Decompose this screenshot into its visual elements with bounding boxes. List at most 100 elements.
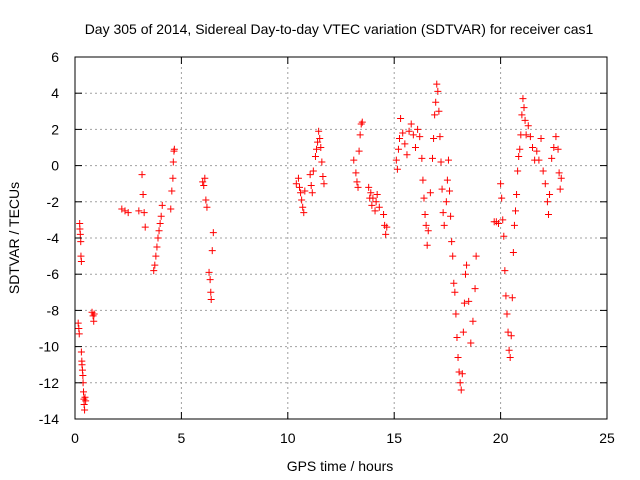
data-point: [458, 370, 466, 378]
data-point: [393, 165, 401, 173]
axis-ticks: 0 5 10 15 20 25 -14 -12 -10 -8 -6 -4 -2 0 2 4 6: [39, 49, 615, 446]
data-point: [463, 261, 471, 269]
data-point: [504, 328, 512, 336]
data-point: [118, 205, 126, 213]
data-point: [420, 194, 428, 202]
data-point: [503, 310, 511, 318]
x-tick-label: 20: [493, 430, 509, 446]
data-point: [435, 107, 443, 115]
data-point: [397, 115, 405, 123]
data-point: [515, 153, 523, 161]
data-point: [555, 169, 563, 177]
data-point: [431, 111, 439, 119]
data-point: [516, 145, 524, 153]
data-point: [200, 182, 208, 190]
data-point: [557, 174, 565, 182]
data-point: [124, 209, 132, 217]
data-point: [450, 279, 458, 287]
data-point: [459, 328, 467, 336]
y-tick-label: -14: [39, 411, 59, 427]
data-point: [311, 153, 319, 161]
data-point: [519, 95, 527, 103]
data-point: [308, 189, 316, 197]
data-point: [414, 125, 422, 133]
data-point: [356, 131, 364, 139]
data-point: [465, 297, 473, 305]
y-tick-label: -10: [39, 339, 59, 355]
data-point: [157, 212, 165, 220]
data-point: [154, 234, 162, 242]
data-point: [316, 134, 324, 142]
data-point: [556, 185, 564, 193]
data-point: [522, 131, 530, 139]
data-point: [510, 221, 518, 229]
data-point: [168, 187, 176, 195]
data-point: [467, 339, 475, 347]
y-tick-label: 2: [51, 121, 59, 137]
data-point: [442, 198, 450, 206]
data-point: [506, 353, 514, 361]
data-point: [353, 178, 361, 186]
data-point: [350, 156, 358, 164]
data-point: [500, 232, 508, 240]
data-point: [205, 268, 213, 276]
data-point: [426, 189, 434, 197]
data-point: [419, 176, 427, 184]
data-point: [494, 220, 502, 228]
data-point: [369, 194, 377, 202]
y-tick-label: -4: [47, 230, 60, 246]
data-point: [306, 171, 314, 179]
data-point: [368, 201, 376, 209]
data-point: [518, 111, 526, 119]
data-point: [354, 183, 362, 191]
x-tick-label: 10: [280, 430, 296, 446]
data-point: [508, 294, 516, 302]
data-point: [150, 267, 158, 275]
data-point: [453, 334, 461, 342]
data-point: [396, 134, 404, 142]
data-point: [437, 158, 445, 166]
y-tick-label: 4: [51, 85, 59, 101]
data-point: [141, 223, 149, 231]
data-point: [507, 332, 515, 340]
data-point: [432, 98, 440, 106]
data-point: [203, 203, 211, 211]
data-point: [409, 131, 417, 139]
x-tick-label: 25: [599, 430, 615, 446]
data-point: [77, 348, 85, 356]
data-point: [394, 145, 402, 153]
data-point: [320, 180, 328, 188]
data-point: [207, 288, 215, 296]
data-point: [552, 133, 560, 141]
data-point: [167, 205, 175, 213]
chart-title: Day 305 of 2014, Sidereal Day-to-day VTE…: [85, 21, 594, 37]
data-point: [533, 147, 541, 155]
data-point: [454, 353, 462, 361]
data-point: [82, 397, 90, 405]
data-point: [81, 406, 89, 414]
data-point: [158, 201, 166, 209]
data-point: [434, 87, 442, 95]
data-point: [546, 191, 554, 199]
data-point: [139, 191, 147, 199]
y-tick-label: -6: [47, 266, 60, 282]
data-point: [208, 247, 216, 255]
grid: [75, 57, 607, 419]
data-point: [451, 288, 459, 296]
data-point: [80, 388, 88, 396]
data-point: [403, 151, 411, 159]
data-point: [444, 156, 452, 164]
data-point: [416, 133, 424, 141]
data-point: [422, 221, 430, 229]
data-point: [439, 209, 447, 217]
data-point: [469, 317, 477, 325]
data-point: [544, 210, 552, 218]
data-point: [505, 346, 513, 354]
x-tick-label: 5: [178, 430, 186, 446]
data-point: [296, 183, 304, 191]
data-point: [315, 127, 323, 135]
data-point: [75, 330, 83, 338]
data-point: [319, 172, 327, 180]
data-point: [170, 145, 178, 153]
